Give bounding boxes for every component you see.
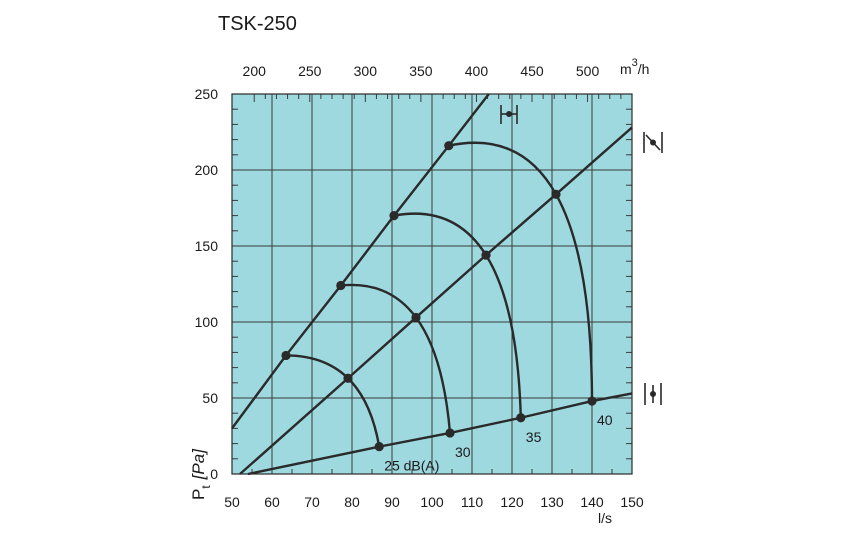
minor-ticks	[231, 93, 633, 475]
data-point	[389, 211, 399, 221]
y-tick-label: 250	[195, 86, 219, 102]
x-tick-label: 60	[264, 494, 280, 510]
series-line	[247, 392, 633, 476]
x2-tick-label: 300	[354, 63, 378, 79]
y-tick-label: 0	[210, 466, 218, 482]
sound-level-label: 40	[597, 412, 613, 428]
x2-tick-label: 500	[576, 63, 600, 79]
y-tick-label: 100	[195, 314, 219, 330]
series-line	[239, 126, 633, 475]
y-tick-label: 150	[195, 238, 219, 254]
y-tick-label: 50	[202, 390, 218, 406]
y-tick-labels: 0 50 100 150 200 250	[195, 86, 219, 482]
series-line	[231, 93, 490, 430]
x2-tick-label: 200	[243, 63, 267, 79]
x2-tick-label: 400	[465, 63, 489, 79]
x2-tick-label: 350	[409, 63, 433, 79]
sound-level-label: 35	[526, 429, 542, 445]
damper-closed-icon	[500, 105, 518, 124]
data-point	[587, 396, 597, 406]
y-axis-label: Pt[Pa]	[189, 448, 213, 500]
x-tick-label: 90	[384, 494, 400, 510]
y-tick-label: 200	[195, 162, 219, 178]
x-tick-label: 100	[420, 494, 444, 510]
data-point	[445, 428, 455, 438]
x-axis-label: l/s	[598, 510, 612, 526]
x-tick-label: 80	[344, 494, 360, 510]
data-point	[444, 141, 454, 151]
x2-tick-label: 450	[520, 63, 544, 79]
x-tick-label: 110	[461, 494, 484, 510]
damper-open-icon	[644, 383, 662, 405]
x-tick-label: 120	[500, 494, 524, 510]
data-point	[343, 373, 353, 383]
x-tick-label: 140	[580, 494, 604, 510]
plot-frame	[231, 93, 633, 475]
data-point	[281, 350, 291, 361]
damper-lines	[231, 93, 633, 476]
curve-labels: 25 dB(A) 30 35 40	[384, 412, 613, 474]
data-point	[411, 312, 421, 323]
x-tick-label: 50	[224, 494, 240, 510]
sound-level-label: 30	[455, 444, 471, 460]
chart-title: TSK-250	[218, 13, 297, 35]
sound-level-label: 25 dB(A)	[384, 458, 439, 474]
x2-tick-label: 250	[298, 63, 322, 79]
x-tick-label: 130	[540, 494, 564, 510]
damper-half-open-icon	[643, 132, 663, 153]
data-point	[481, 250, 491, 260]
data-point	[516, 413, 526, 423]
x-tick-label: 150	[620, 494, 644, 510]
data-point	[336, 280, 346, 291]
x2-axis-label: m3/h	[620, 57, 649, 77]
data-points	[281, 141, 597, 452]
data-point	[374, 442, 384, 452]
x-tick-labels: 50 60 70 80 90 100 110 120 130 140 150	[224, 494, 644, 510]
data-point	[551, 189, 561, 199]
x-tick-label: 70	[304, 494, 320, 510]
x2-tick-labels: 200 250 300 350 400 450 500	[243, 63, 600, 79]
